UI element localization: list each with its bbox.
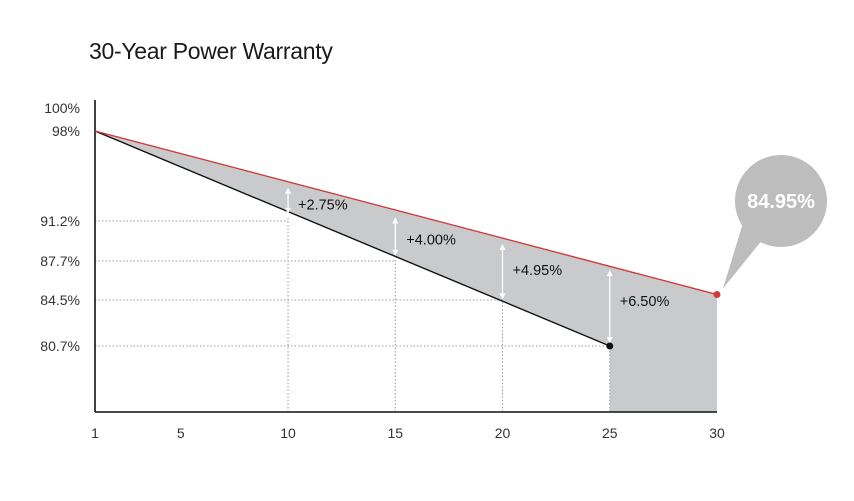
difference-arrow-head-up — [392, 217, 399, 224]
y-tick-label: 91.2% — [40, 213, 80, 229]
standard-end-point — [606, 342, 614, 350]
callout-value: 84.95% — [747, 191, 815, 213]
x-tick-label: 5 — [177, 425, 185, 441]
y-tick-label: 84.5% — [40, 292, 80, 308]
gain-area — [95, 131, 717, 412]
difference-label: +2.75% — [298, 198, 348, 214]
difference-arrow-head-down — [392, 249, 399, 256]
difference-label: +4.00% — [406, 232, 456, 248]
y-tick-label: 100% — [44, 100, 80, 116]
difference-arrow-head-up — [285, 187, 292, 194]
chart-title: 30-Year Power Warranty — [89, 38, 333, 64]
difference-arrow-head-up — [499, 244, 506, 250]
x-tick-label: 20 — [495, 425, 511, 441]
x-tick-label: 1 — [91, 425, 99, 441]
y-tick-label: 98% — [52, 123, 80, 139]
callout-bubble — [735, 155, 827, 247]
y-tick-label: 87.7% — [40, 253, 80, 269]
x-tick-label: 15 — [387, 425, 403, 441]
power-warranty-line — [94, 130, 718, 296]
callout-tail — [723, 223, 763, 289]
difference-arrow-head-down — [499, 293, 506, 300]
difference-label: +4.95% — [513, 263, 563, 279]
y-tick-label: 80.7% — [40, 338, 80, 354]
x-tick-label: 30 — [709, 425, 725, 441]
difference-label: +6.50% — [620, 294, 670, 310]
difference-arrow-head-down — [285, 207, 292, 214]
x-tick-label: 10 — [280, 425, 296, 441]
standard-warranty-line — [94, 130, 611, 347]
difference-arrow-head-down — [606, 337, 613, 343]
x-tick-label: 25 — [602, 425, 618, 441]
warranty-end-point — [713, 291, 721, 299]
difference-arrow-head-up — [606, 270, 613, 277]
